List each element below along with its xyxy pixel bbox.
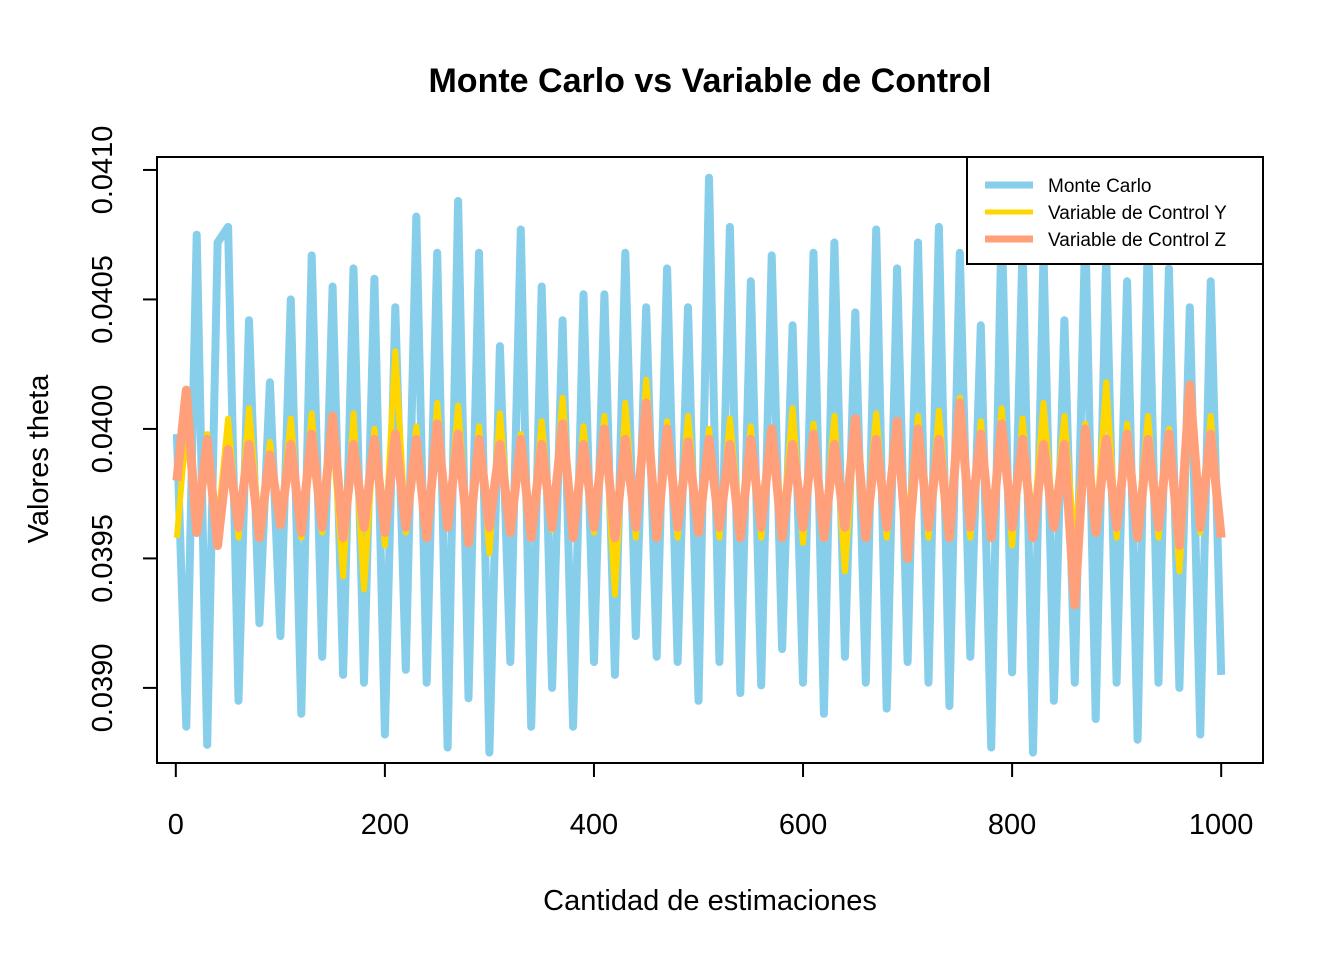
series-layer: [172, 173, 1226, 757]
series-line-1: [172, 173, 1226, 757]
plot-frame: [156, 156, 1264, 764]
legend-label-3: Variable de Control Z: [1048, 230, 1227, 251]
x-tick-label: 800: [988, 809, 1036, 841]
x-tick-label: 0: [168, 809, 184, 841]
chart-title: Monte Carlo vs Variable de Control: [428, 62, 991, 100]
y-tick-label: 0.0410: [87, 126, 119, 215]
legend: Monte Carlo Variable de Control Y Variable…: [966, 156, 1264, 265]
y-tick-label: 0.0390: [87, 644, 119, 733]
y-tick-label: 0.0400: [87, 385, 119, 474]
axes-layer: 0 200 400 600 800 1000 0.0390 0.0395 0.0400 0.040…: [87, 126, 1253, 841]
legend-label-1: Monte Carlo: [1048, 176, 1152, 197]
y-tick-label: 0.0405: [87, 255, 119, 344]
x-tick-label: 200: [361, 809, 409, 841]
x-axis-label: Cantidad de estimaciones: [543, 885, 877, 917]
x-tick-label: 600: [779, 809, 827, 841]
x-tick-label: 1000: [1189, 809, 1254, 841]
series-line-3: [172, 380, 1226, 610]
legend-label-2: Variable de Control Y: [1048, 203, 1227, 224]
x-tick-label: 400: [570, 809, 618, 841]
y-tick-label: 0.0395: [87, 514, 119, 603]
y-axis-label: Valores theta: [23, 374, 55, 544]
